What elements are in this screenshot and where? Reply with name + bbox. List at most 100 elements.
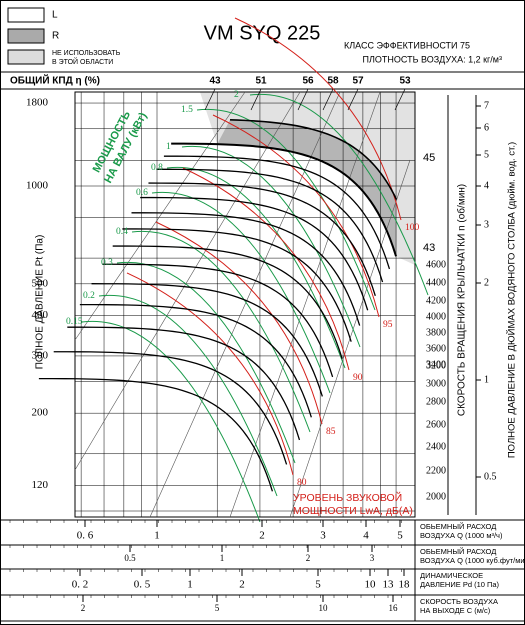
rpm-tick: 3400 <box>426 359 446 370</box>
rpm-tick: 4000 <box>426 311 446 322</box>
legend-r: R <box>52 31 59 42</box>
efficiency-tick: 56 <box>302 76 314 87</box>
rpm-axis-label: СКОРОСТЬ ВРАЩЕНИЯ КРЫЛЬЧАТКИ n (об/мин) <box>456 184 468 416</box>
scale-tick: 18 <box>399 579 411 591</box>
sound-value: 100 <box>405 223 420 233</box>
rpm-tick: 2000 <box>426 491 446 502</box>
legend-na: В ЭТОЙ ОБЛАСТИ <box>52 57 113 66</box>
efficiency-line <box>250 88 262 111</box>
power-curve <box>181 145 361 348</box>
system-line <box>149 91 341 518</box>
r-area <box>217 119 397 257</box>
power-curve <box>116 261 296 464</box>
inch-axis-label: ПОЛНОЕ ДАВЛЕНИЕ В ДЮЙМАХ ВОДЯНОГО СТОЛБА… <box>506 142 518 458</box>
fan-curve <box>102 263 334 378</box>
scale-label: ОБЬЕМНЫЙ РАСХОД <box>420 547 496 556</box>
legend-l-swatch <box>7 7 45 23</box>
fan-curve <box>122 228 352 342</box>
efficiency-tick: 43 <box>209 76 221 87</box>
legend-l: L <box>52 10 58 21</box>
power-value: 1 <box>166 142 171 152</box>
scale-tick: 5 <box>215 603 220 613</box>
rpm-tick: 3800 <box>426 327 446 338</box>
legend-r-swatch <box>7 28 45 44</box>
inch-tick: 0.5 <box>484 471 497 482</box>
pressure-tick: 200 <box>32 407 49 419</box>
power-value: 0.15 <box>66 317 83 327</box>
efficiency-tick: 53 <box>399 76 411 87</box>
power-value: 2 <box>234 90 239 100</box>
sound-curve <box>212 114 380 318</box>
power-value: 0.8 <box>151 163 163 173</box>
inch-tick: 4 <box>484 180 489 191</box>
system-line <box>74 91 301 471</box>
pressure-tick: 300 <box>32 349 49 361</box>
fan-curve <box>131 212 361 326</box>
pressure-axis-label: ПОЛНОЕ ДАВЛЕНИЕ Pt (Па) <box>35 235 46 370</box>
scale-tick: 13 <box>383 579 395 591</box>
scale-tick: 1 <box>154 530 160 542</box>
rpm-tick: 2400 <box>426 441 446 452</box>
sound-value: 85 <box>326 427 336 437</box>
rpm-tick: 4600 <box>426 259 446 270</box>
pressure-tick: 1000 <box>26 180 49 192</box>
rpm-tick: 3200 <box>426 360 446 371</box>
inch-tick: 5 <box>484 149 489 160</box>
scale-label: СКОРОСТЬ ВОЗДУХА <box>420 597 498 606</box>
scale-tick: 0. 6 <box>77 530 94 542</box>
power-value: 0.4 <box>116 227 128 237</box>
scale-label: НА ВЫХОДЕ С (м/с) <box>420 606 491 615</box>
scale-tick: 5 <box>397 530 403 542</box>
power-curve <box>196 108 376 311</box>
fan-curve <box>148 182 376 296</box>
power-value: 0.2 <box>83 291 95 301</box>
fan-curve <box>163 155 391 270</box>
efficiency-line-label: 45 <box>423 152 435 164</box>
power-value: 0.6 <box>136 188 148 198</box>
scale-tick: 2 <box>239 579 245 591</box>
power-value: 0.3 <box>101 258 113 268</box>
scale-tick: 2 <box>259 530 265 542</box>
scale-tick: 5 <box>315 579 321 591</box>
pressure-tick: 500 <box>32 277 49 289</box>
fan-curve <box>156 168 384 283</box>
rpm-tick: 2600 <box>426 419 446 430</box>
scale-tick: 0.5 <box>124 553 136 563</box>
scale-tick: 1 <box>187 579 193 591</box>
inch-tick: 6 <box>484 122 489 133</box>
air-density: ПЛОТНОСТЬ ВОЗДУХА: 1,2 кг/м³ <box>363 54 502 64</box>
plot <box>38 17 429 523</box>
power-curve <box>81 320 261 523</box>
scale-label: ДАВЛЕНИЕ Pd (10 Па) <box>420 580 500 589</box>
fan-curve <box>53 351 288 465</box>
scale-tick: 3 <box>320 530 326 542</box>
rpm-tick: 3600 <box>426 343 446 354</box>
fan-curve <box>79 303 312 418</box>
scale-tick: 4 <box>363 530 369 542</box>
power-value: 1.5 <box>181 105 193 115</box>
efficiency-line <box>322 88 334 111</box>
legend-na: НЕ ИСПОЛЬЗОВАТЬ <box>52 50 121 57</box>
power-curve <box>98 294 278 497</box>
rpm-tick: 2200 <box>426 465 446 476</box>
scale-tick: 2 <box>306 553 311 563</box>
power-curve <box>131 230 311 433</box>
scale-tick: 2 <box>81 603 86 613</box>
sound-curve <box>126 272 294 476</box>
efficiency-line <box>347 88 359 111</box>
sound-curve <box>155 221 323 425</box>
sound-label: МОЩНОСТИ LwA, дБ(А) <box>293 505 413 517</box>
inch-tick: 2 <box>484 277 489 288</box>
efficiency-line-label: 43 <box>423 242 435 254</box>
fan-curve <box>140 196 369 311</box>
power-curve <box>249 93 429 296</box>
power-curve <box>166 166 346 369</box>
title: VM SYQ 225 <box>204 22 321 44</box>
system-line <box>74 91 246 341</box>
sound-label: УРОВЕНЬ ЗВУКОВОЙ <box>293 491 402 504</box>
fan-curve <box>171 142 397 257</box>
pressure-tick: 400 <box>32 309 49 321</box>
efficiency-line <box>204 88 216 111</box>
sound-value: 80 <box>297 478 307 488</box>
